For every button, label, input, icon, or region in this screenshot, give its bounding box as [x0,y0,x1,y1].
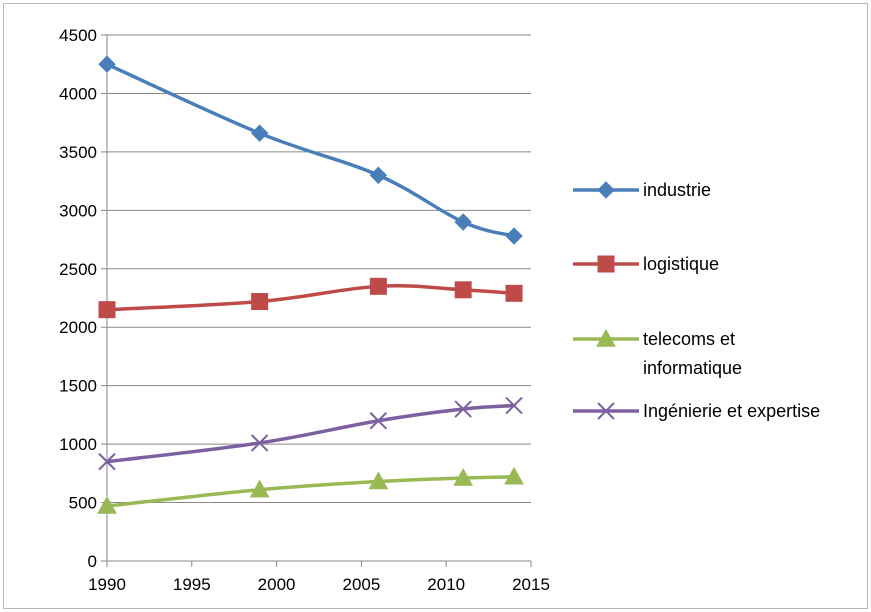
x-tick-label: 2010 [427,575,465,594]
series-line [105,475,516,508]
x-tick-label: 1990 [88,575,126,594]
legend-item: telecoms et informatique [573,328,742,378]
legend-label: logistique [643,254,719,274]
data-point [369,166,388,184]
y-tick-label: 2500 [59,260,97,279]
legend: industrie logistique telecoms et informatiq… [573,180,820,421]
legend-marker [596,328,616,347]
data-point [454,213,472,231]
data-point [454,400,472,418]
y-tick-label: 1000 [59,435,97,454]
data-point [98,452,116,471]
legend-label: industrie [643,180,711,200]
series-0 [98,55,523,245]
x-tick-label: 2015 [512,575,550,594]
legend-marker [597,181,615,199]
series-line [105,283,516,312]
data-point [454,281,472,299]
data-point [453,467,474,486]
series-line [105,403,516,464]
data-point [251,293,269,311]
y-tick-label: 1500 [59,377,97,396]
series-1 [98,277,523,319]
y-tick-label: 0 [88,552,97,571]
y-tick-label: 2000 [59,318,97,337]
axes: 0 500 1000 1500 2000 2500 3000 3500 4000 4500 1990… [59,26,550,594]
series-lines [97,55,524,514]
data-point [505,227,523,245]
y-tick-label: 3500 [59,143,97,162]
legend-item: Ingénierie et expertise [573,401,820,421]
series-2 [97,466,524,514]
legend-marker [597,402,615,420]
data-point [98,301,116,319]
data-point [250,434,269,452]
data-point [505,396,523,415]
legend-label: telecoms et [643,329,735,349]
data-point [369,412,388,430]
y-tick-label: 3000 [59,201,97,220]
legend-item: logistique [573,254,719,274]
legend-label: informatique [643,358,742,378]
x-tick-label: 2005 [342,575,380,594]
legend-marker [597,255,615,273]
y-tick-label: 4500 [59,26,97,45]
legend-label: Ingénierie et expertise [643,401,820,421]
series-3 [98,396,523,471]
data-point [249,479,270,498]
chart-frame [3,3,868,609]
data-point [368,471,389,490]
y-tick-label: 4000 [59,84,97,103]
data-point [97,496,117,514]
data-point [504,466,524,485]
x-tick-label: 1995 [173,575,211,594]
data-point [250,124,269,142]
legend-item: industrie [573,180,711,200]
gridlines [107,34,531,504]
data-point [369,277,387,295]
x-tick-label: 2000 [258,575,296,594]
data-point [98,55,116,73]
y-tick-label: 500 [69,494,97,513]
data-point [505,284,523,302]
